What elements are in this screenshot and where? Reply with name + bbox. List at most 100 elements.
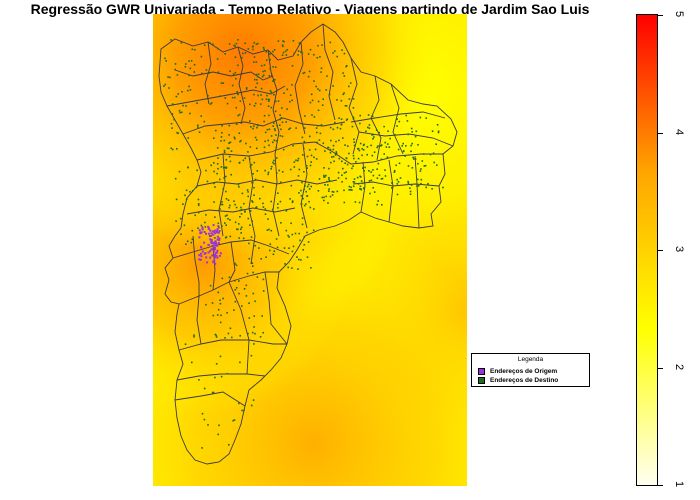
destination-point	[216, 314, 219, 316]
destination-point	[309, 164, 312, 167]
destination-point	[185, 105, 187, 107]
destination-point	[254, 332, 256, 335]
destination-point	[164, 83, 167, 86]
destination-point	[219, 355, 222, 358]
destination-point	[270, 91, 273, 93]
destination-point	[338, 157, 341, 160]
destination-point	[257, 94, 259, 97]
destination-point	[298, 192, 300, 194]
destination-point	[201, 412, 204, 415]
color-scale-label: 3	[673, 245, 685, 253]
destination-point	[247, 217, 250, 220]
destination-point	[267, 171, 270, 174]
destination-point	[378, 131, 380, 134]
destination-point	[291, 65, 294, 67]
origin-point	[214, 262, 217, 265]
destination-point	[302, 249, 304, 251]
destination-point	[189, 190, 191, 193]
destination-point	[217, 71, 220, 74]
destination-point	[270, 229, 273, 232]
destination-point	[291, 99, 293, 102]
origin-point	[198, 258, 201, 261]
destination-point	[272, 125, 274, 127]
destination-point	[309, 135, 311, 138]
destination-point	[393, 170, 396, 172]
color-scale-label: 4	[673, 128, 685, 136]
destination-point	[335, 151, 338, 153]
destination-point	[298, 232, 300, 235]
destination-point	[171, 148, 174, 151]
destination-point	[177, 132, 180, 135]
origin-point	[201, 250, 204, 253]
destination-point	[338, 117, 340, 119]
destination-point	[234, 56, 237, 58]
destination-point	[254, 136, 257, 139]
color-scale-tick	[658, 485, 663, 486]
destination-point	[279, 200, 282, 203]
destination-point	[285, 54, 288, 56]
destination-point	[297, 268, 299, 270]
destination-point	[189, 89, 192, 91]
color-scale-tick	[658, 15, 663, 16]
destination-point	[243, 288, 246, 290]
destination-point	[300, 203, 303, 205]
destination-point	[189, 67, 192, 70]
destination-point	[332, 52, 334, 54]
legend-title: Legenda	[517, 356, 544, 363]
destination-point	[343, 189, 345, 192]
destination-point	[213, 162, 215, 164]
destination-point	[201, 72, 203, 75]
origin-point	[198, 229, 201, 232]
destination-point	[326, 180, 328, 183]
destination-point	[176, 148, 178, 150]
destination-point	[306, 155, 309, 158]
destination-point	[323, 174, 325, 177]
destination-point	[260, 94, 262, 96]
destination-point	[297, 50, 300, 52]
color-scale-tick	[658, 133, 663, 134]
destination-point	[234, 137, 236, 140]
destination-point	[344, 105, 347, 107]
destination-point	[419, 116, 422, 119]
destination-point	[377, 162, 380, 165]
destination-point	[190, 241, 193, 244]
destination-point	[401, 145, 403, 147]
destination-point	[302, 72, 305, 75]
destination-point	[223, 166, 225, 169]
origin-point	[216, 235, 219, 238]
destination-point	[169, 76, 171, 79]
destination-point	[219, 299, 221, 301]
origin-point	[213, 257, 216, 260]
destination-point	[317, 100, 320, 103]
destination-point	[359, 114, 361, 117]
destination-point	[257, 73, 260, 75]
destination-point	[307, 53, 310, 55]
origin-point	[210, 232, 213, 235]
destination-point	[236, 228, 238, 230]
destination-point	[276, 124, 278, 127]
destination-point	[327, 146, 330, 149]
destination-point	[257, 75, 259, 78]
destination-point	[188, 85, 190, 88]
destination-point	[277, 207, 279, 209]
destination-point	[273, 139, 276, 141]
destination-point	[251, 262, 254, 264]
destination-point	[256, 82, 259, 85]
destination-point	[373, 191, 376, 193]
destination-point	[222, 82, 225, 84]
destination-point	[215, 336, 218, 338]
destination-point	[170, 122, 173, 125]
destination-point	[245, 87, 248, 89]
destination-point	[267, 100, 270, 102]
destination-point	[234, 221, 237, 224]
destination-point	[219, 178, 221, 181]
destination-point	[200, 224, 203, 227]
destination-point	[179, 111, 181, 114]
destination-point	[253, 343, 255, 345]
destination-point	[313, 53, 315, 56]
destination-point	[272, 161, 274, 164]
destination-point	[348, 85, 350, 88]
destination-point	[362, 149, 365, 151]
destination-point	[282, 45, 284, 48]
destination-point	[436, 124, 439, 126]
